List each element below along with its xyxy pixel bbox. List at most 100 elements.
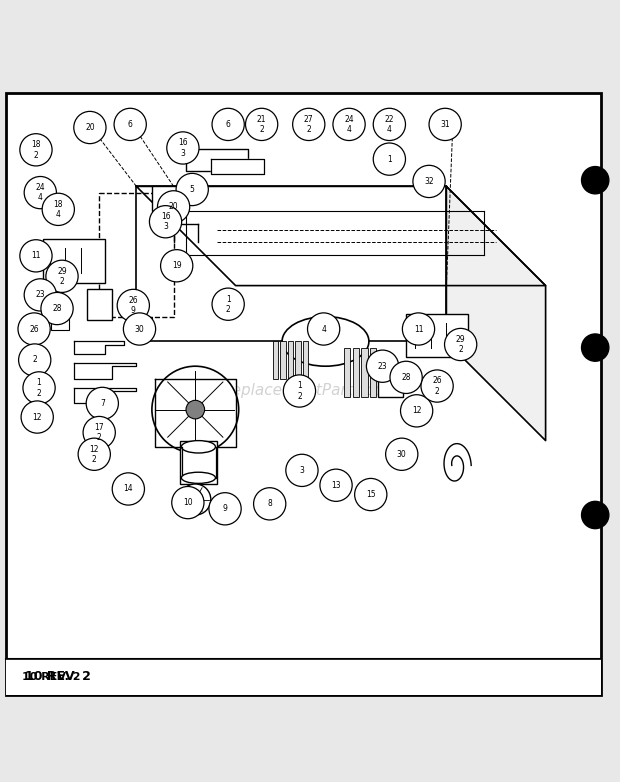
Circle shape — [355, 479, 387, 511]
Text: ReplacementParts.com: ReplacementParts.com — [221, 383, 399, 399]
Polygon shape — [186, 149, 248, 171]
Circle shape — [24, 278, 56, 311]
Text: 14: 14 — [123, 485, 133, 493]
Text: 23: 23 — [378, 362, 388, 371]
Circle shape — [83, 417, 115, 449]
Circle shape — [308, 313, 340, 345]
Text: 32: 32 — [424, 177, 434, 186]
Text: 4: 4 — [321, 325, 326, 333]
Polygon shape — [74, 342, 124, 353]
Circle shape — [152, 366, 239, 453]
Text: 1: 1 — [387, 155, 392, 163]
FancyBboxPatch shape — [406, 314, 468, 357]
Text: 11: 11 — [31, 251, 41, 260]
Circle shape — [149, 206, 182, 238]
Bar — [303, 342, 308, 378]
Text: 20: 20 — [169, 203, 179, 211]
Text: 30: 30 — [135, 325, 144, 333]
Circle shape — [445, 328, 477, 361]
Text: 28: 28 — [401, 373, 411, 382]
Bar — [273, 342, 278, 378]
Bar — [182, 447, 216, 478]
Circle shape — [20, 240, 52, 272]
Circle shape — [413, 165, 445, 198]
Bar — [378, 366, 403, 397]
Circle shape — [333, 108, 365, 141]
Circle shape — [46, 260, 78, 292]
Circle shape — [286, 454, 318, 486]
Circle shape — [112, 473, 144, 505]
Text: 24
4: 24 4 — [344, 115, 354, 134]
Bar — [344, 348, 350, 397]
Circle shape — [74, 111, 106, 144]
Text: 5: 5 — [190, 185, 195, 194]
Text: 26: 26 — [29, 325, 39, 333]
Polygon shape — [446, 186, 546, 440]
Text: 23: 23 — [35, 290, 45, 300]
Text: 24
4: 24 4 — [35, 183, 45, 203]
Text: 1
2: 1 2 — [226, 295, 231, 314]
Bar — [6, 659, 601, 694]
Text: 9: 9 — [223, 504, 228, 513]
Text: 10 REV. 2: 10 REV. 2 — [22, 673, 80, 683]
Text: 1
2: 1 2 — [37, 378, 42, 397]
Text: 12: 12 — [412, 407, 422, 415]
Text: 22
4: 22 4 — [384, 115, 394, 134]
Circle shape — [172, 486, 204, 518]
Circle shape — [24, 177, 56, 209]
Bar — [361, 348, 368, 397]
Circle shape — [390, 361, 422, 393]
Text: 30: 30 — [397, 450, 407, 459]
Bar — [180, 440, 217, 484]
Circle shape — [320, 469, 352, 501]
Polygon shape — [74, 363, 136, 378]
Circle shape — [180, 484, 211, 515]
Circle shape — [161, 249, 193, 282]
Circle shape — [21, 401, 53, 433]
Circle shape — [19, 344, 51, 376]
FancyBboxPatch shape — [6, 93, 601, 694]
Circle shape — [212, 108, 244, 141]
Text: 6: 6 — [128, 120, 133, 129]
Circle shape — [18, 313, 50, 345]
Circle shape — [78, 438, 110, 470]
Text: 8: 8 — [267, 500, 272, 508]
Text: 21
2: 21 2 — [257, 115, 267, 134]
Bar — [288, 342, 293, 378]
Text: 6: 6 — [226, 120, 231, 129]
Circle shape — [582, 167, 609, 194]
Circle shape — [386, 438, 418, 470]
Circle shape — [283, 375, 316, 407]
Circle shape — [293, 108, 325, 141]
Circle shape — [373, 143, 405, 175]
Text: 17
2: 17 2 — [94, 423, 104, 443]
Text: 3: 3 — [299, 466, 304, 475]
Circle shape — [23, 371, 55, 404]
Circle shape — [157, 191, 190, 223]
FancyBboxPatch shape — [43, 239, 105, 282]
Bar — [87, 289, 112, 320]
Circle shape — [402, 313, 435, 345]
Circle shape — [401, 395, 433, 427]
Text: 15: 15 — [366, 490, 376, 499]
Circle shape — [20, 134, 52, 166]
Circle shape — [246, 108, 278, 141]
Circle shape — [86, 387, 118, 419]
Text: 16
3: 16 3 — [178, 138, 188, 158]
Text: 10: 10 — [183, 498, 193, 507]
Text: 1
2: 1 2 — [297, 382, 302, 400]
Circle shape — [42, 193, 74, 225]
Bar — [280, 342, 286, 378]
Circle shape — [429, 108, 461, 141]
Bar — [396, 449, 413, 462]
Polygon shape — [211, 159, 264, 174]
Text: 11: 11 — [414, 325, 423, 333]
Bar — [51, 317, 69, 330]
Circle shape — [373, 108, 405, 141]
Bar — [152, 186, 186, 211]
Circle shape — [41, 292, 73, 325]
Bar — [353, 348, 359, 397]
Circle shape — [176, 174, 208, 206]
Text: 26
9: 26 9 — [128, 296, 138, 315]
Text: 7: 7 — [100, 399, 105, 408]
